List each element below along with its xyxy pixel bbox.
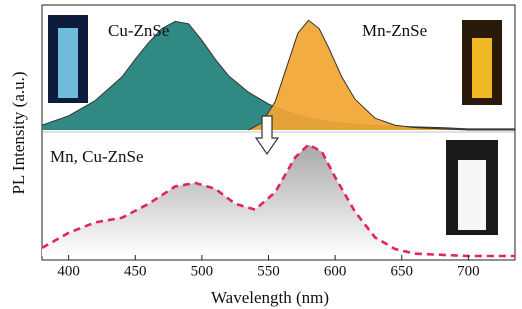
vial — [58, 28, 78, 98]
x-tick-label: 650 — [390, 263, 413, 279]
chart: Cu-ZnSe Mn-ZnSe Mn, Cu-ZnSe Wavelength (… — [0, 0, 522, 309]
y-axis-label: PL Intensity (a.u.) — [9, 71, 28, 194]
x-tick-label: 700 — [457, 263, 480, 279]
series-label: Cu-ZnSe — [108, 21, 169, 40]
vial — [458, 160, 486, 230]
vial — [472, 38, 492, 98]
x-tick-label: 500 — [191, 263, 214, 279]
x-tick-label: 400 — [57, 263, 80, 279]
series-label: Mn, Cu-ZnSe — [50, 147, 144, 166]
x-tick-label: 600 — [324, 263, 347, 279]
x-tick-label: 450 — [124, 263, 147, 279]
x-tick-label: 550 — [257, 263, 280, 279]
series-label: Mn-ZnSe — [362, 21, 427, 40]
x-axis-label: Wavelength (nm) — [211, 288, 329, 307]
